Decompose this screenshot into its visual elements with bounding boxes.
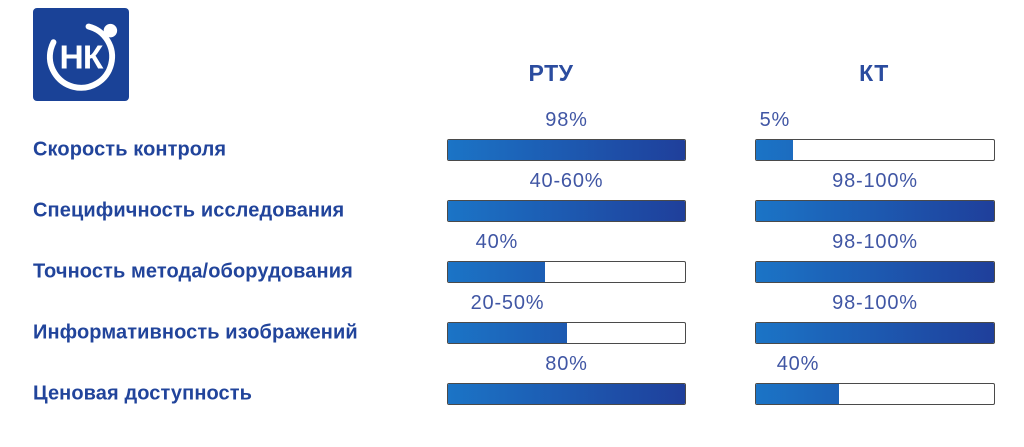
value-label-rtu: 98% <box>545 109 588 131</box>
bar-fill-rtu <box>448 140 685 160</box>
value-label-rtu: 20-50% <box>470 292 545 314</box>
bar-fill-kt <box>756 201 994 221</box>
row-label: Скорость контроля <box>33 138 227 161</box>
bar-fill-kt <box>756 384 840 404</box>
nk-logo: НК <box>33 8 129 101</box>
bar-fill-kt <box>756 262 994 282</box>
value-label-kt: 5% <box>759 109 791 131</box>
bar-track-rtu <box>447 322 686 344</box>
bar-track-rtu <box>447 139 686 161</box>
bar-track-rtu <box>447 383 686 405</box>
bar-track-kt <box>755 261 995 283</box>
value-label-kt: 98-100% <box>832 170 918 192</box>
comparison-row: Точность метода/оборудования 40% 98-100% <box>0 231 1024 283</box>
bar-track-kt <box>755 383 995 405</box>
comparison-row: Специфичность исследования 40-60% 98-100% <box>0 170 1024 222</box>
value-label-rtu: 80% <box>545 353 588 375</box>
row-label: Ценовая доступность <box>33 382 253 405</box>
value-label-kt: 98-100% <box>832 231 918 253</box>
row-label: Точность метода/оборудования <box>33 260 353 283</box>
bar-fill-rtu <box>448 384 685 404</box>
bar-track-rtu <box>447 200 686 222</box>
value-label-kt: 40% <box>776 353 820 375</box>
row-label: Специфичность исследования <box>33 199 345 222</box>
nk-logo-text: НК <box>59 39 103 76</box>
nk-logo-icon: НК <box>46 22 118 91</box>
bar-fill-kt <box>756 140 793 160</box>
bar-track-rtu <box>447 261 686 283</box>
row-label: Информативность изображений <box>33 321 358 344</box>
bar-track-kt <box>755 200 995 222</box>
column-header-rtu: РТУ <box>528 60 574 86</box>
value-label-rtu: 40-60% <box>529 170 604 192</box>
comparison-row: Скорость контроля 98% 5% <box>0 109 1024 161</box>
bar-fill-rtu <box>448 201 685 221</box>
bar-fill-rtu <box>448 262 546 282</box>
column-header-kt: КТ <box>859 60 889 86</box>
comparison-row: Ценовая доступность 80% 40% <box>0 353 1024 405</box>
value-label-kt: 98-100% <box>832 292 918 314</box>
bar-fill-kt <box>756 323 994 343</box>
bar-fill-rtu <box>448 323 567 343</box>
bar-track-kt <box>755 139 995 161</box>
bar-track-kt <box>755 322 995 344</box>
comparison-row: Информативность изображений 20-50% 98-100% <box>0 292 1024 344</box>
value-label-rtu: 40% <box>475 231 519 253</box>
